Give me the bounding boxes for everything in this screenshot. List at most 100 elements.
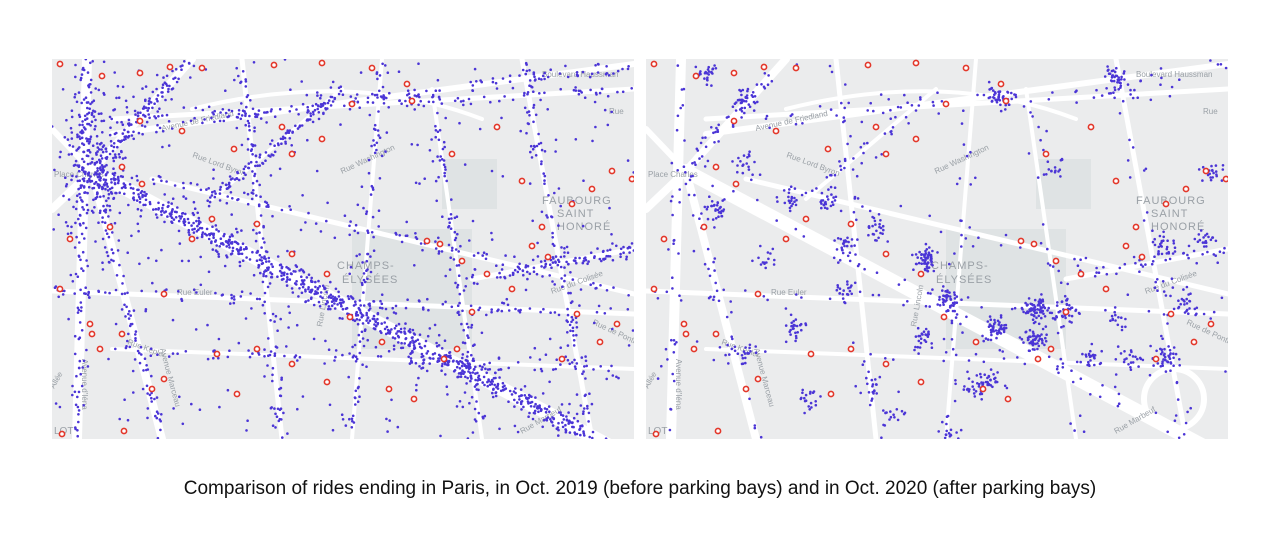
ride-endpoint — [379, 355, 383, 358]
ride-endpoint — [298, 124, 302, 127]
ride-endpoint — [263, 355, 266, 358]
ride-endpoint — [461, 341, 465, 344]
ride-endpoint — [998, 348, 1002, 352]
ride-endpoint — [237, 74, 240, 78]
ride-endpoint — [796, 331, 799, 334]
ride-endpoint — [238, 260, 242, 264]
ride-endpoint — [347, 297, 351, 301]
ride-endpoint — [626, 308, 630, 311]
ride-endpoint — [196, 224, 199, 228]
ride-endpoint — [606, 123, 610, 127]
ride-endpoint — [143, 357, 147, 361]
ride-endpoint — [881, 232, 884, 235]
ride-endpoint — [395, 332, 398, 335]
ride-endpoint — [443, 165, 447, 169]
ride-endpoint — [1138, 356, 1142, 360]
parking-bay-marker — [230, 145, 238, 153]
ride-endpoint — [329, 95, 333, 99]
ride-endpoint — [754, 345, 757, 348]
ride-endpoint — [225, 201, 229, 205]
ride-endpoint — [848, 259, 852, 263]
ride-endpoint — [917, 261, 921, 265]
ride-endpoint — [590, 72, 594, 76]
ride-endpoint — [529, 150, 532, 154]
ride-endpoint — [64, 184, 68, 188]
label-allee: Allée — [646, 370, 659, 390]
ride-endpoint — [574, 89, 578, 92]
ride-endpoint — [184, 212, 187, 216]
ride-endpoint — [77, 420, 80, 424]
ride-endpoint — [625, 257, 628, 261]
ride-endpoint — [800, 296, 803, 299]
ride-endpoint — [349, 220, 352, 223]
ride-endpoint — [916, 256, 919, 259]
ride-endpoint — [440, 158, 444, 161]
ride-endpoint — [89, 124, 92, 127]
ride-endpoint — [571, 278, 575, 281]
ride-endpoint — [401, 346, 405, 350]
ride-endpoint — [1037, 344, 1041, 348]
ride-endpoint — [91, 144, 95, 147]
ride-endpoint — [258, 153, 262, 156]
ride-endpoint — [776, 200, 779, 203]
parking-bay-marker — [136, 117, 144, 125]
ride-endpoint — [1042, 148, 1045, 152]
ride-endpoint — [938, 304, 942, 307]
parking-bay-marker — [742, 385, 750, 393]
ride-endpoint — [94, 240, 97, 243]
ride-endpoint — [316, 287, 320, 291]
ride-endpoint — [123, 135, 126, 139]
ride-endpoint — [553, 311, 557, 314]
ride-endpoint — [214, 224, 218, 227]
ride-endpoint — [359, 71, 363, 74]
ride-endpoint — [794, 334, 798, 338]
ride-endpoint — [1142, 169, 1146, 172]
ride-endpoint — [112, 259, 115, 263]
ride-endpoint — [766, 83, 770, 86]
ride-endpoint — [1221, 168, 1225, 171]
ride-endpoint — [714, 281, 717, 285]
ride-endpoint — [423, 344, 427, 348]
ride-endpoint — [409, 357, 413, 360]
ride-endpoint — [936, 251, 939, 254]
ride-endpoint — [314, 285, 317, 289]
ride-endpoint — [152, 182, 156, 186]
ride-endpoint — [581, 372, 584, 376]
ride-endpoint — [1202, 245, 1206, 248]
ride-endpoint — [537, 77, 541, 80]
ride-endpoint — [482, 375, 486, 379]
ride-endpoint — [201, 121, 204, 125]
ride-endpoint — [669, 408, 673, 411]
ride-endpoint — [945, 296, 948, 300]
ride-endpoint — [897, 283, 901, 286]
ride-endpoint — [1070, 314, 1074, 318]
street-west — [52, 167, 96, 213]
ride-endpoint — [388, 419, 392, 422]
ride-endpoint — [627, 294, 630, 297]
ride-endpoint — [484, 367, 487, 371]
ride-endpoint — [76, 275, 80, 278]
ride-endpoint — [990, 99, 994, 103]
ride-endpoint — [397, 70, 401, 73]
ride-endpoint — [459, 371, 462, 375]
ride-endpoint — [248, 355, 252, 359]
ride-endpoint — [137, 131, 141, 135]
ride-endpoint — [330, 304, 334, 307]
ride-endpoint — [143, 190, 146, 194]
street-base — [646, 59, 1228, 439]
ride-endpoint — [931, 288, 934, 291]
ride-endpoint — [93, 128, 96, 131]
ride-endpoint — [455, 215, 459, 218]
ride-endpoint — [110, 178, 113, 181]
ride-endpoint — [790, 321, 793, 325]
ride-endpoint — [263, 255, 266, 258]
ride-endpoint — [1074, 90, 1077, 94]
ride-endpoint — [1029, 302, 1032, 306]
ride-endpoint — [1165, 247, 1169, 251]
ride-endpoint — [288, 205, 291, 208]
ride-endpoint — [70, 152, 73, 156]
ride-endpoint — [124, 156, 127, 160]
parking-bay-marker — [1152, 355, 1160, 363]
parking-bay-marker — [596, 338, 604, 346]
ride-endpoint — [218, 192, 222, 195]
